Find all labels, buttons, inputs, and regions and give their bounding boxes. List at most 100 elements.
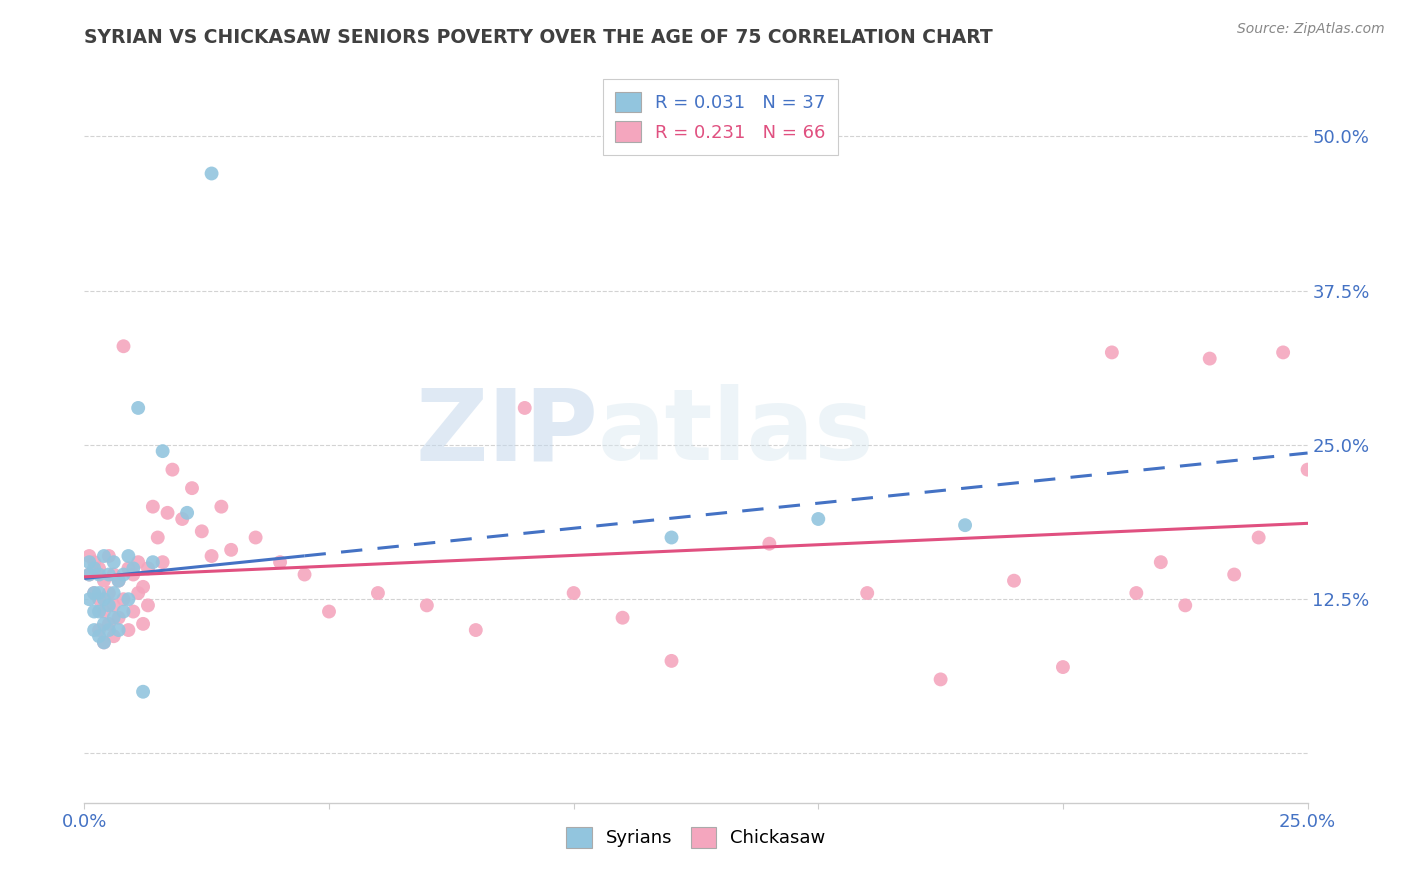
Point [464,623,486,637]
Point [416,599,439,613]
Point [83,586,105,600]
Point [93,616,115,631]
Point [612,611,634,625]
Point [93,574,115,588]
Point [122,561,145,575]
Point [142,555,165,569]
Point [1150,555,1173,569]
Point [77,555,100,569]
Point [83,555,105,569]
Text: ZIP: ZIP [415,384,598,481]
Point [87,629,110,643]
Point [107,574,129,588]
Point [107,574,129,588]
Point [87,592,110,607]
Point [103,611,125,625]
Point [112,605,135,619]
Point [87,561,110,575]
Point [142,500,165,514]
Point [112,567,135,582]
Point [1223,567,1246,582]
Point [117,561,139,575]
Point [191,524,214,539]
Point [93,549,115,563]
Point [661,654,683,668]
Point [77,567,100,582]
Point [152,444,174,458]
Point [112,339,135,353]
Point [97,586,120,600]
Point [856,586,879,600]
Point [117,592,139,607]
Point [269,555,291,569]
Point [156,506,179,520]
Point [200,166,222,180]
Point [107,611,129,625]
Point [1002,574,1025,588]
Point [132,580,155,594]
Point [103,555,125,569]
Point [93,635,115,649]
Point [103,567,125,582]
Point [1247,531,1270,545]
Point [122,605,145,619]
Point [172,512,194,526]
Point [1125,586,1147,600]
Point [209,500,232,514]
Point [117,623,139,637]
Point [929,673,952,687]
Point [318,605,340,619]
Point [103,629,125,643]
Point [77,592,100,607]
Text: Source: ZipAtlas.com: Source: ZipAtlas.com [1237,22,1385,37]
Point [103,586,125,600]
Point [117,549,139,563]
Legend: Syrians, Chickasaw: Syrians, Chickasaw [557,818,835,856]
Point [93,592,115,607]
Point [661,531,683,545]
Point [181,481,204,495]
Point [176,506,198,520]
Point [107,623,129,637]
Point [77,567,100,582]
Point [132,616,155,631]
Point [953,518,976,533]
Point [219,542,242,557]
Point [87,605,110,619]
Point [513,401,536,415]
Point [87,567,110,582]
Point [1296,462,1319,476]
Point [127,555,149,569]
Point [758,536,780,550]
Point [162,462,184,476]
Point [103,599,125,613]
Point [200,549,222,563]
Point [112,592,135,607]
Point [77,549,100,563]
Point [83,561,105,575]
Point [83,605,105,619]
Point [562,586,585,600]
Text: SYRIAN VS CHICKASAW SENIORS POVERTY OVER THE AGE OF 75 CORRELATION CHART: SYRIAN VS CHICKASAW SENIORS POVERTY OVER… [84,28,993,47]
Text: atlas: atlas [598,384,875,481]
Point [1198,351,1220,366]
Point [83,586,105,600]
Point [97,623,120,637]
Point [87,623,110,637]
Point [245,531,267,545]
Point [136,561,159,575]
Point [97,616,120,631]
Point [132,685,155,699]
Point [97,599,120,613]
Point [1101,345,1123,359]
Point [146,531,169,545]
Point [136,599,159,613]
Point [1174,599,1197,613]
Point [93,605,115,619]
Point [87,586,110,600]
Point [127,586,149,600]
Point [807,512,830,526]
Point [122,567,145,582]
Point [367,586,389,600]
Point [1272,345,1295,359]
